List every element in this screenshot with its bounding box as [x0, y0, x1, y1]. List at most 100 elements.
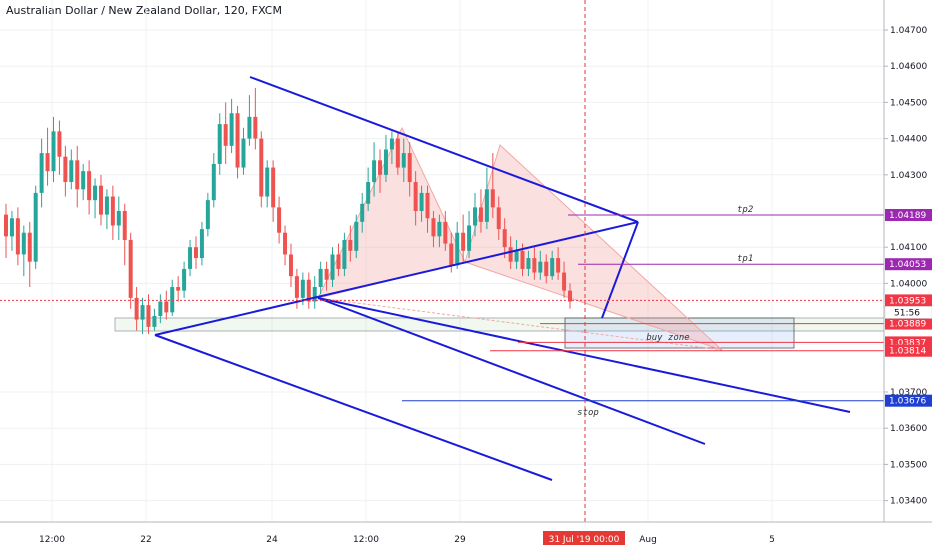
candle-body	[544, 261, 549, 277]
channel-line	[154, 334, 553, 481]
y-tick-label: 1.03500	[890, 460, 927, 470]
candle-body	[39, 153, 44, 193]
candle-body	[306, 279, 311, 302]
candle-body	[502, 229, 507, 248]
candle-body	[205, 200, 210, 230]
buy-zone-label: buy zone	[646, 333, 689, 343]
candle-body	[294, 276, 299, 298]
candle-body	[490, 189, 495, 208]
candle-body	[188, 247, 193, 269]
candle-body	[324, 268, 329, 280]
candle-body	[176, 287, 181, 291]
candle-body	[98, 185, 103, 215]
y-tick-label: 1.04100	[890, 243, 927, 253]
x-tick-label: 12:00	[39, 535, 65, 545]
candle-body	[407, 153, 412, 183]
stop-label: stop	[577, 408, 599, 418]
candle-body	[419, 192, 424, 211]
chart-title: Australian Dollar / New Zealand Dollar, …	[6, 4, 282, 17]
price-flag-label: 1.03814	[889, 347, 926, 357]
candle-body	[211, 163, 216, 201]
candle-body	[182, 268, 187, 291]
candle-body	[158, 301, 163, 316]
price-flag	[885, 317, 932, 330]
candle-body	[81, 171, 86, 190]
tp2-label: tp2	[737, 205, 753, 215]
y-tick-label: 1.04300	[890, 171, 927, 181]
candle-body	[455, 232, 460, 266]
candle-body	[437, 221, 442, 237]
candle-body	[110, 196, 115, 226]
candle-body	[478, 207, 483, 222]
channel-line	[317, 297, 706, 445]
candle-body	[140, 305, 145, 320]
candle-body	[152, 315, 157, 327]
candle-body	[116, 211, 121, 226]
candle-body	[378, 160, 383, 175]
x-tick-label: Aug	[639, 535, 657, 545]
candle-body	[277, 207, 282, 233]
price-flag	[885, 208, 932, 221]
price-flag	[885, 294, 932, 307]
candle-body	[164, 301, 169, 313]
candle-body	[45, 153, 50, 172]
pattern-xd	[317, 297, 723, 351]
candle-body	[4, 214, 8, 237]
candle-body	[134, 297, 139, 320]
y-tick-label: 1.04500	[890, 98, 927, 108]
time-axis	[0, 522, 932, 550]
candle-body	[372, 160, 377, 183]
candle-body	[354, 221, 359, 251]
channel-line	[601, 221, 639, 319]
price-axis	[884, 0, 932, 550]
y-tick-label: 1.04400	[890, 135, 927, 145]
candle-body	[562, 272, 567, 291]
countdown-box	[884, 306, 932, 319]
cursor-date-flag	[543, 531, 625, 545]
candle-body	[259, 138, 264, 197]
channel-line	[249, 76, 639, 223]
candle-body	[496, 207, 501, 230]
candle-body	[312, 287, 317, 302]
candle-body	[69, 160, 74, 183]
x-tick-label: 29	[454, 535, 466, 545]
price-flag	[885, 344, 932, 357]
candle-body	[247, 116, 252, 139]
candle-body	[348, 239, 353, 251]
candle-body	[27, 232, 32, 262]
x-tick-label: 12:00	[353, 535, 379, 545]
price-flag-label: 1.03953	[889, 296, 926, 306]
candle-body	[57, 131, 62, 157]
candle-body	[556, 258, 561, 273]
candle-body	[217, 124, 222, 164]
price-flag-label: 1.03676	[889, 397, 926, 407]
candle-body	[342, 239, 347, 269]
buy-zone-rect	[564, 317, 795, 349]
candle-body	[193, 247, 198, 259]
candle-body	[508, 247, 513, 262]
candle-body	[104, 196, 109, 215]
candle-body	[271, 167, 276, 208]
x-tick-label: 5	[769, 535, 775, 545]
candle-body	[389, 138, 394, 150]
candle-body	[229, 113, 234, 146]
price-flag-label: 1.04189	[889, 211, 926, 221]
candle-body	[51, 131, 56, 172]
candle-body	[538, 261, 543, 273]
candle-body	[431, 218, 436, 237]
candle-body	[449, 243, 454, 266]
candle-body	[21, 232, 26, 255]
candle-body	[330, 254, 335, 280]
y-tick-label: 1.04600	[890, 62, 927, 72]
candle-body	[568, 290, 572, 302]
candle-body	[550, 258, 555, 277]
countdown-label: 51:56	[894, 308, 920, 318]
candle-body	[93, 185, 98, 201]
candle-body	[253, 116, 258, 139]
candle-body	[170, 287, 175, 313]
price-flag-label: 1.03837	[889, 338, 926, 348]
candle-body	[300, 279, 305, 298]
price-flag	[885, 258, 932, 271]
candle-body	[401, 153, 406, 168]
